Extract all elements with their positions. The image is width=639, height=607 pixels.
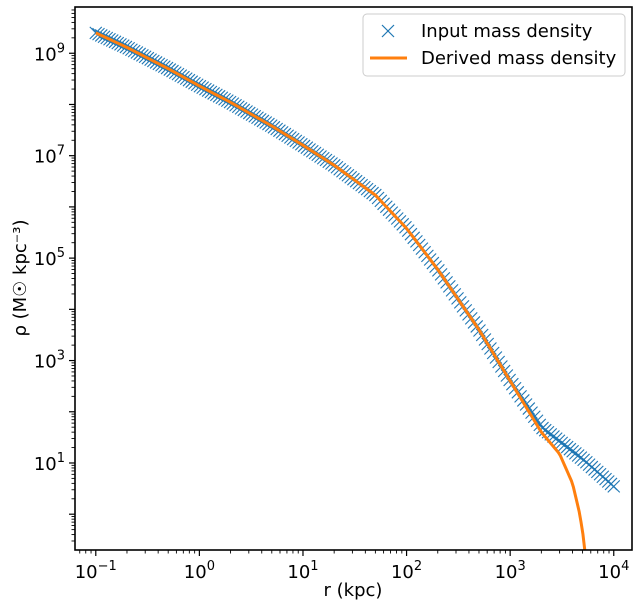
y-tick-label: 107 xyxy=(34,144,65,168)
x-tick-label: 100 xyxy=(184,559,215,583)
y-axis-label: ρ (M☉ kpc⁻³) xyxy=(10,219,31,336)
plot-background xyxy=(75,7,632,550)
x-tick-label: 102 xyxy=(391,559,422,583)
input-density-marker xyxy=(607,479,621,493)
y-tick-label: 109 xyxy=(34,41,65,65)
x-tick-label: 101 xyxy=(287,559,318,583)
series-derived-mass-density xyxy=(95,31,587,551)
series-layer xyxy=(89,26,621,551)
legend-label-derived: Derived mass density xyxy=(421,48,617,69)
ticks-layer: 10−1 100 101 102 103 104 101 103 105 107 109 xyxy=(34,9,629,583)
x-axis-label: r (kpc) xyxy=(324,580,383,601)
plot-frame xyxy=(74,6,633,551)
legend-box xyxy=(362,13,626,77)
legend-label-input: Input mass density xyxy=(421,21,593,42)
x-tick-label: 104 xyxy=(598,559,629,583)
legend: Input mass density Derived mass density xyxy=(362,13,626,77)
x-tick-label: 103 xyxy=(495,559,526,583)
y-tick-label: 103 xyxy=(34,349,65,373)
x-tick-label: 10−1 xyxy=(75,559,117,583)
y-tick-label: 105 xyxy=(34,246,65,270)
y-tick-label: 101 xyxy=(34,451,65,475)
legend-marker-input xyxy=(381,24,395,38)
